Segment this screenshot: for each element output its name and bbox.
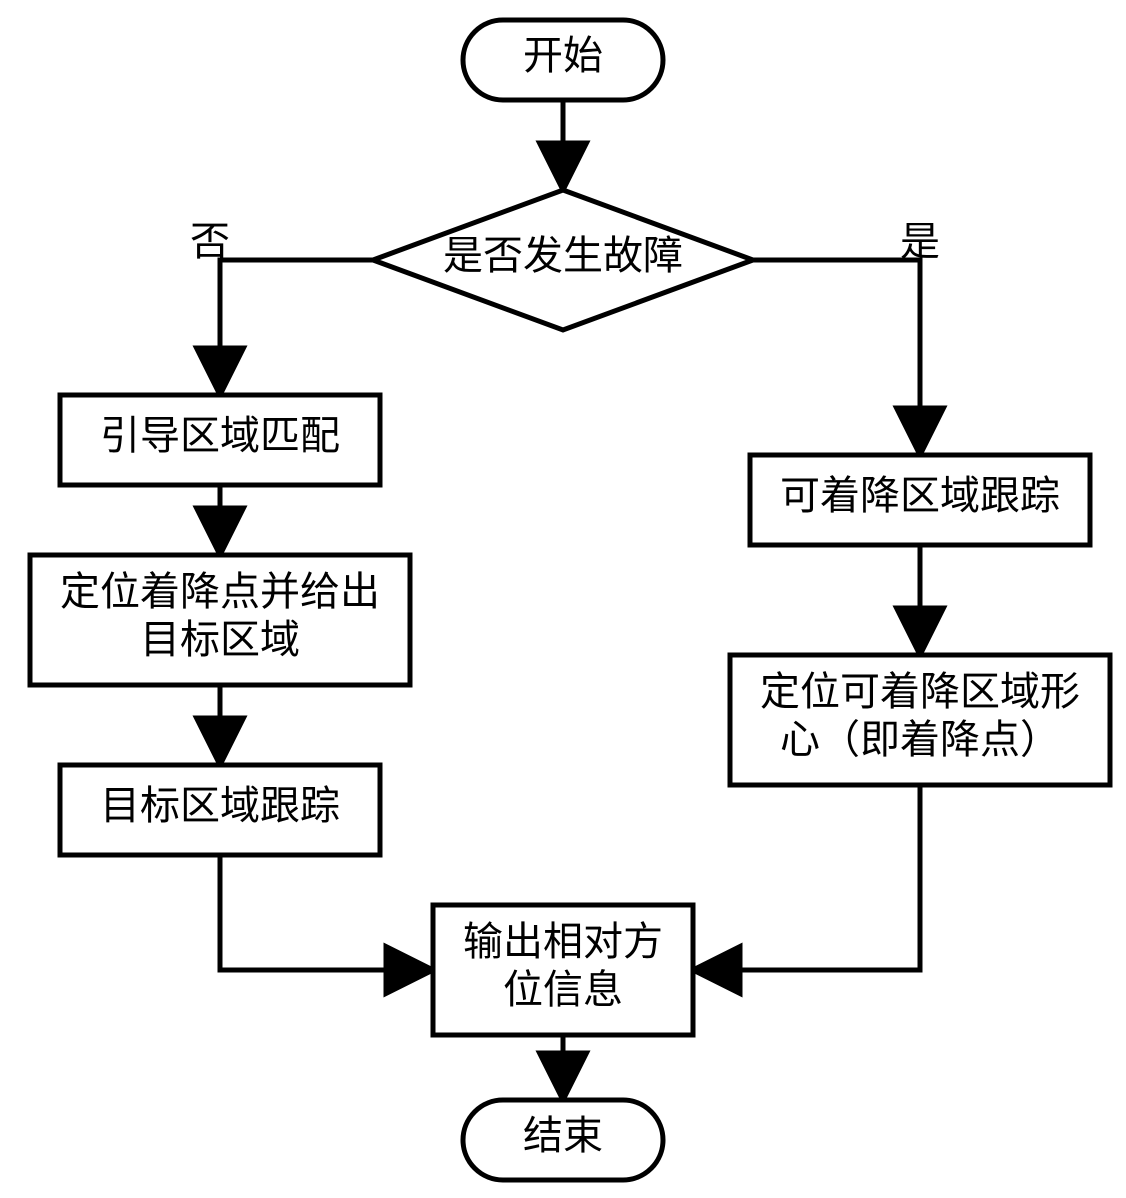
node-decision: 是否发生故障 bbox=[373, 190, 753, 330]
label-end: 结束 bbox=[523, 1113, 603, 1158]
nodes-layer: 开始是否发生故障引导区域匹配定位着降点并给出目标区域目标区域跟踪可着降区域跟踪定… bbox=[30, 20, 1110, 1180]
label-n_left2: 定位着降点并给出 bbox=[60, 569, 380, 614]
node-end: 结束 bbox=[463, 1100, 663, 1180]
edge-decision-n_right1 bbox=[753, 260, 920, 455]
label-n_right1: 可着降区域跟踪 bbox=[780, 473, 1060, 518]
label-start: 开始 bbox=[523, 33, 603, 78]
edge-label-decision-n_right1: 是 bbox=[900, 219, 940, 264]
label-merge: 输出相对方 bbox=[463, 919, 663, 964]
label-n_left3: 目标区域跟踪 bbox=[100, 783, 340, 828]
node-n_left1: 引导区域匹配 bbox=[60, 395, 380, 485]
label-n_left2: 目标区域 bbox=[140, 617, 300, 662]
node-n_left2: 定位着降点并给出目标区域 bbox=[30, 555, 410, 685]
node-n_left3: 目标区域跟踪 bbox=[60, 765, 380, 855]
label-merge: 位信息 bbox=[503, 967, 623, 1012]
node-n_right1: 可着降区域跟踪 bbox=[750, 455, 1090, 545]
edge-decision-n_left1 bbox=[220, 260, 373, 395]
label-n_right2: 心（即着降点） bbox=[780, 717, 1060, 762]
edge-n_right2-merge bbox=[693, 785, 920, 970]
node-start: 开始 bbox=[463, 20, 663, 100]
label-n_left1: 引导区域匹配 bbox=[100, 413, 340, 458]
node-n_right2: 定位可着降区域形心（即着降点） bbox=[730, 655, 1110, 785]
label-n_right2: 定位可着降区域形 bbox=[760, 669, 1080, 714]
node-merge: 输出相对方位信息 bbox=[433, 905, 693, 1035]
edge-n_left3-merge bbox=[220, 855, 433, 970]
label-decision: 是否发生故障 bbox=[443, 233, 683, 278]
edge-label-decision-n_left1: 否 bbox=[190, 219, 230, 264]
